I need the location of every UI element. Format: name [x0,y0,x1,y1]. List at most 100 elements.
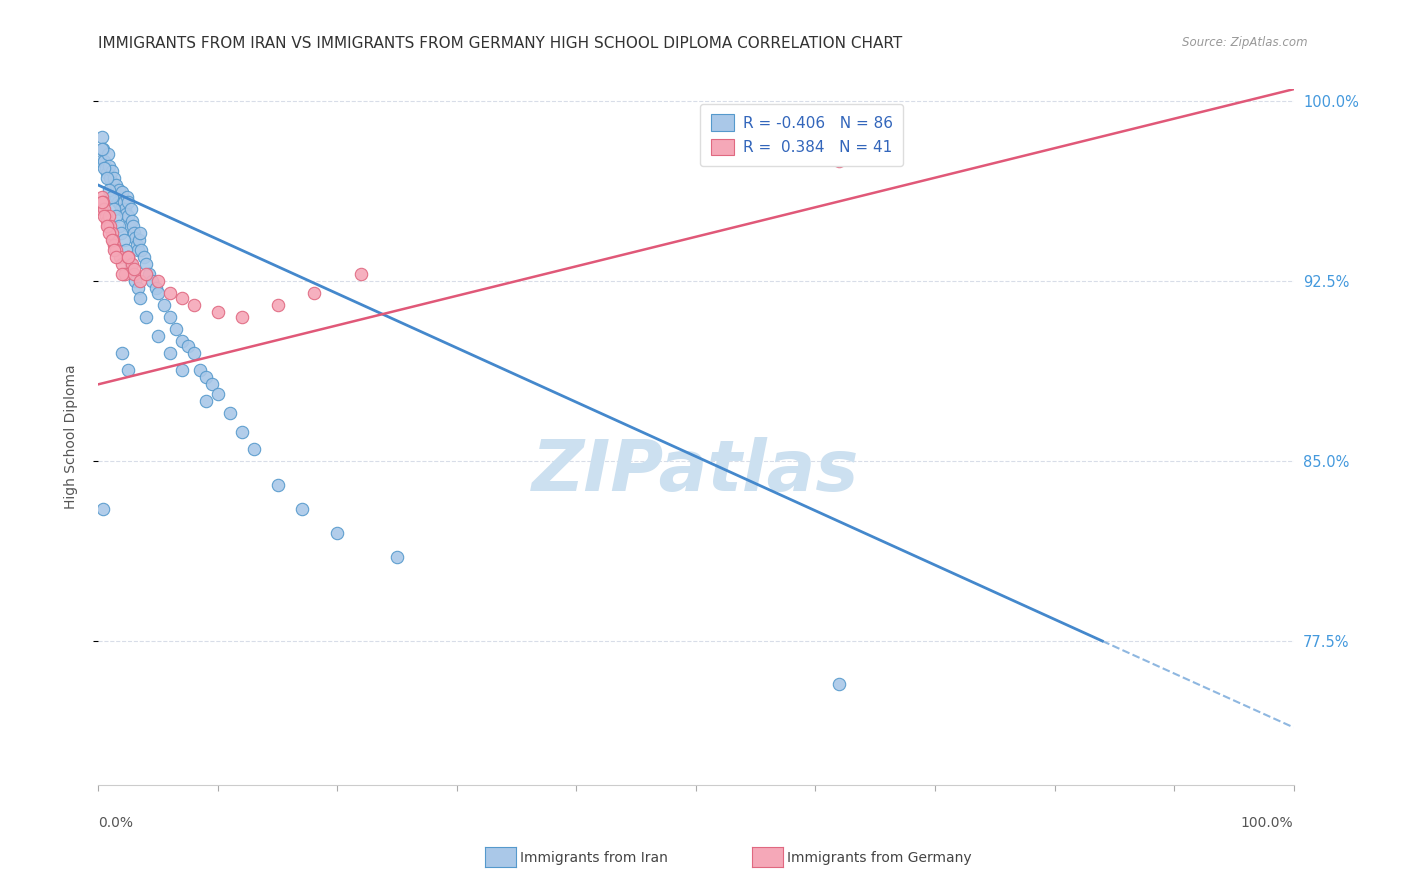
Point [97,219,120,233]
Point [828,154,851,169]
Point [219,406,242,420]
Point [127,281,149,295]
Point [148,286,170,301]
Point [828,677,851,691]
Point [124,226,146,240]
Point [124,262,146,277]
Point [243,442,266,456]
Point [165,322,187,336]
Point [101,233,124,247]
Point [120,202,142,216]
Point [231,425,253,440]
Point [117,210,139,224]
Point [91,142,114,156]
Point [172,334,194,348]
Point [93,161,115,176]
Point [115,190,138,204]
Point [105,250,128,264]
Point [103,171,125,186]
Point [131,243,153,257]
Point [103,243,125,257]
Point [124,274,146,288]
Point [148,329,170,343]
Point [101,178,124,193]
Point [115,243,138,257]
Point [121,214,143,228]
Text: Immigrants from Germany: Immigrants from Germany [787,851,972,865]
Point [129,274,152,288]
Point [98,210,121,224]
Y-axis label: High School Diploma: High School Diploma [63,365,77,509]
Point [105,190,128,204]
Point [112,233,135,247]
Point [159,286,181,301]
Point [112,194,135,209]
Point [91,190,114,204]
Point [172,291,194,305]
Text: Source: ZipAtlas.com: Source: ZipAtlas.com [1182,36,1308,49]
Point [114,202,136,216]
Point [117,250,139,264]
Point [135,267,157,281]
Point [195,394,218,409]
Point [108,250,131,264]
Point [110,202,132,216]
Point [350,267,373,281]
Point [105,210,128,224]
Point [177,339,200,353]
Point [94,161,117,176]
Point [96,214,118,228]
Text: 100.0%: 100.0% [1241,816,1294,830]
Point [129,226,152,240]
Point [91,194,114,209]
Point [104,186,127,200]
Point [93,210,115,224]
Point [97,147,120,161]
Point [96,219,118,233]
Point [129,291,152,305]
Point [93,202,115,216]
Point [122,219,145,233]
Point [117,363,139,377]
Point [125,238,148,252]
Point [124,267,146,281]
Point [138,267,160,281]
Point [100,190,122,204]
Point [114,267,136,281]
Point [231,310,253,325]
Point [98,159,121,173]
Point [148,274,170,288]
Point [267,298,290,312]
Point [100,233,122,247]
Point [141,274,163,288]
Text: Immigrants from Iran: Immigrants from Iran [520,851,668,865]
Point [135,257,157,271]
Point [96,171,118,186]
Point [98,183,121,197]
Point [183,298,205,312]
Point [135,310,157,325]
Point [98,226,121,240]
Point [111,257,134,271]
Point [117,194,139,209]
Point [90,154,112,169]
Point [100,163,122,178]
Point [98,171,122,186]
Point [111,346,134,360]
Point [118,219,141,233]
Point [94,210,117,224]
Point [103,238,125,252]
Point [201,377,224,392]
Point [121,257,143,271]
Point [105,243,128,257]
Point [100,226,122,240]
Point [124,231,146,245]
Point [291,502,314,516]
Point [90,202,112,216]
Point [159,310,181,325]
Point [188,363,211,377]
Point [91,502,114,516]
Point [108,197,131,211]
Legend: R = -0.406   N = 86, R =  0.384   N = 41: R = -0.406 N = 86, R = 0.384 N = 41 [700,103,904,166]
Point [127,243,149,257]
